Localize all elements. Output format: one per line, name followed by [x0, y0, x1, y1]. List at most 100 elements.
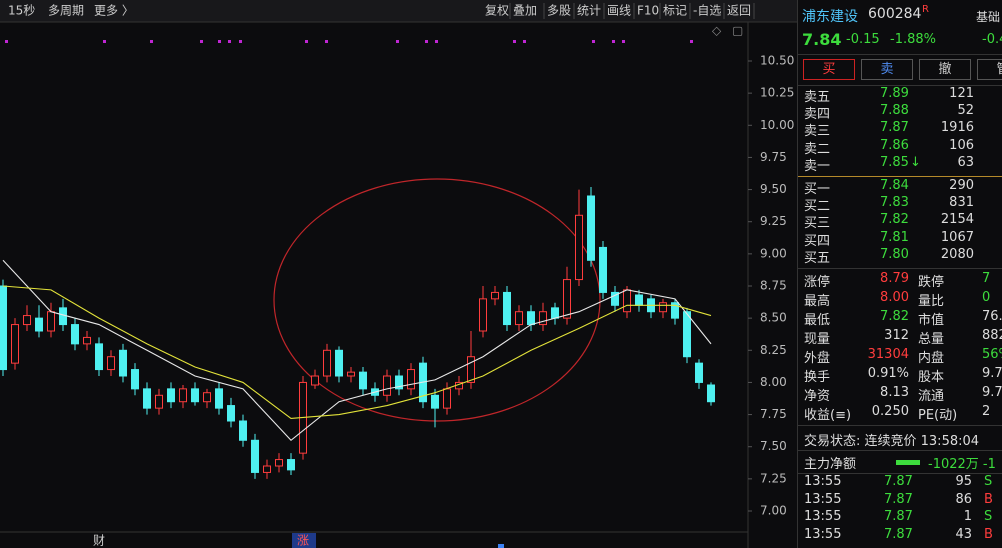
stat-value: 0.91% — [867, 366, 909, 381]
toolbar-button[interactable]: 多股 — [547, 4, 571, 18]
toolbar-item[interactable]: 15秒 — [8, 4, 35, 18]
event-dot — [103, 40, 106, 43]
candle-body — [683, 311, 691, 358]
candle-body — [527, 311, 535, 326]
toolbar-item[interactable]: 更多 〉 — [94, 4, 134, 18]
stat-value: 8.79 — [880, 271, 909, 286]
y-tick-label: 10.00 — [760, 118, 794, 132]
candle-body — [251, 439, 259, 473]
stat-value: 0.250 — [871, 404, 909, 419]
stock-name: 浦东建设 — [802, 9, 858, 25]
candle-body — [107, 356, 115, 371]
trade-side: S — [984, 509, 993, 524]
toolbar-button[interactable]: F10 — [637, 4, 659, 18]
book-volume: 1916 — [940, 120, 974, 136]
book-price: 7.81 — [880, 229, 909, 245]
y-tick-label: 10.25 — [760, 86, 794, 100]
stat-value: 31304 — [867, 347, 909, 362]
event-dot — [612, 40, 615, 43]
marker: 财 — [93, 534, 105, 548]
book-label: 买四 — [804, 233, 831, 249]
stat-value: 76. — [982, 309, 1002, 324]
trade-button[interactable]: 买 — [803, 59, 855, 80]
toolbar-button[interactable]: 复权 — [485, 4, 509, 18]
stat-value: 312 — [884, 328, 909, 343]
candle-body — [215, 388, 223, 409]
book-price: 7.83 — [880, 195, 909, 211]
toolbar-button[interactable]: 标记 — [663, 4, 687, 18]
book-price: 7.82 — [880, 212, 909, 228]
toolbar-item[interactable]: 多周期 — [48, 4, 84, 18]
trade-volume: 43 — [955, 526, 972, 542]
trade-button[interactable]: 卖 — [861, 59, 913, 80]
divider — [798, 425, 1002, 426]
trade-price: 7.87 — [884, 526, 913, 542]
y-tick-label: 8.00 — [760, 375, 787, 389]
event-dot — [5, 40, 8, 43]
toolbar-button[interactable]: 叠加 — [513, 4, 537, 18]
stat-label: 外盘 — [804, 351, 831, 366]
toolbar-button[interactable]: 统计 — [577, 4, 601, 18]
trade-side: S — [984, 474, 993, 489]
candle-body — [611, 291, 619, 306]
candle-body — [347, 371, 355, 377]
event-dot — [435, 40, 438, 43]
stat-value: 9.7 — [982, 385, 1002, 400]
stat-label: 市值 — [918, 313, 945, 328]
trade-status: 交易状态: 连续竞价 13:58:04 — [804, 434, 980, 449]
scroll-mark — [498, 544, 504, 548]
candle-body — [467, 356, 475, 383]
event-dot — [622, 40, 625, 43]
book-label: 买五 — [804, 250, 831, 266]
marker: 涨 — [297, 533, 309, 548]
chart: ◇ ▢ 15秒 多周期 更多 〉 复权 叠加 多股 统计 画线 F10 标记 -自选 返回 10.50 1… — [0, 0, 797, 548]
trade-button[interactable]: 管 — [977, 59, 1002, 80]
stat-value: 9.7 — [982, 366, 1002, 381]
event-dot — [239, 40, 242, 43]
moving-average — [2, 285, 712, 419]
book-label: 卖五 — [804, 90, 831, 105]
stat-label: 内盘 — [918, 351, 945, 366]
book-volume: 106 — [949, 137, 974, 153]
stat-label: 换手 — [804, 370, 831, 385]
candle-body — [311, 375, 319, 386]
book-label: 卖二 — [804, 141, 831, 157]
book-label: 买二 — [804, 199, 831, 215]
book-price: 7.86 — [880, 137, 909, 153]
event-dot — [228, 40, 231, 43]
book-volume: 2154 — [940, 212, 974, 228]
candle-body — [59, 307, 67, 326]
candle-body — [623, 289, 631, 313]
candle-body — [287, 459, 295, 471]
event-dot — [523, 40, 526, 43]
candle-body — [167, 388, 175, 403]
toolbar-button[interactable]: 返回 — [727, 4, 751, 18]
event-dot — [325, 40, 328, 43]
stat-value: 2 — [982, 404, 991, 419]
event-dots — [5, 40, 693, 43]
marker-bg — [292, 533, 316, 548]
candle-body — [143, 388, 151, 409]
stat-value: 8.00 — [880, 290, 909, 305]
candle-body — [587, 195, 595, 261]
book-volume: 2080 — [940, 246, 974, 262]
trade-volume: 1 — [963, 509, 972, 524]
flow-bar — [896, 460, 920, 465]
toolbar-button[interactable]: -自选 — [693, 4, 721, 18]
change: -0.15 — [846, 32, 880, 47]
y-tick-label: 7.00 — [760, 504, 787, 518]
trade-button[interactable]: 撤 — [919, 59, 971, 80]
book-volume: 1067 — [940, 229, 974, 245]
candle-body — [71, 324, 79, 345]
candle-body — [47, 311, 55, 332]
trade-volume: 95 — [955, 474, 972, 489]
trade-time: 13:55 — [804, 509, 842, 524]
stat-value: 8.13 — [880, 385, 909, 400]
book-volume: 831 — [949, 195, 974, 211]
candle-body — [395, 375, 403, 390]
trade-price: 7.87 — [884, 509, 913, 524]
candle-body — [599, 246, 607, 293]
toolbar-button[interactable]: 画线 — [607, 4, 631, 18]
y-tick-label: 7.50 — [760, 439, 787, 453]
y-tick-label: 9.00 — [760, 246, 787, 260]
